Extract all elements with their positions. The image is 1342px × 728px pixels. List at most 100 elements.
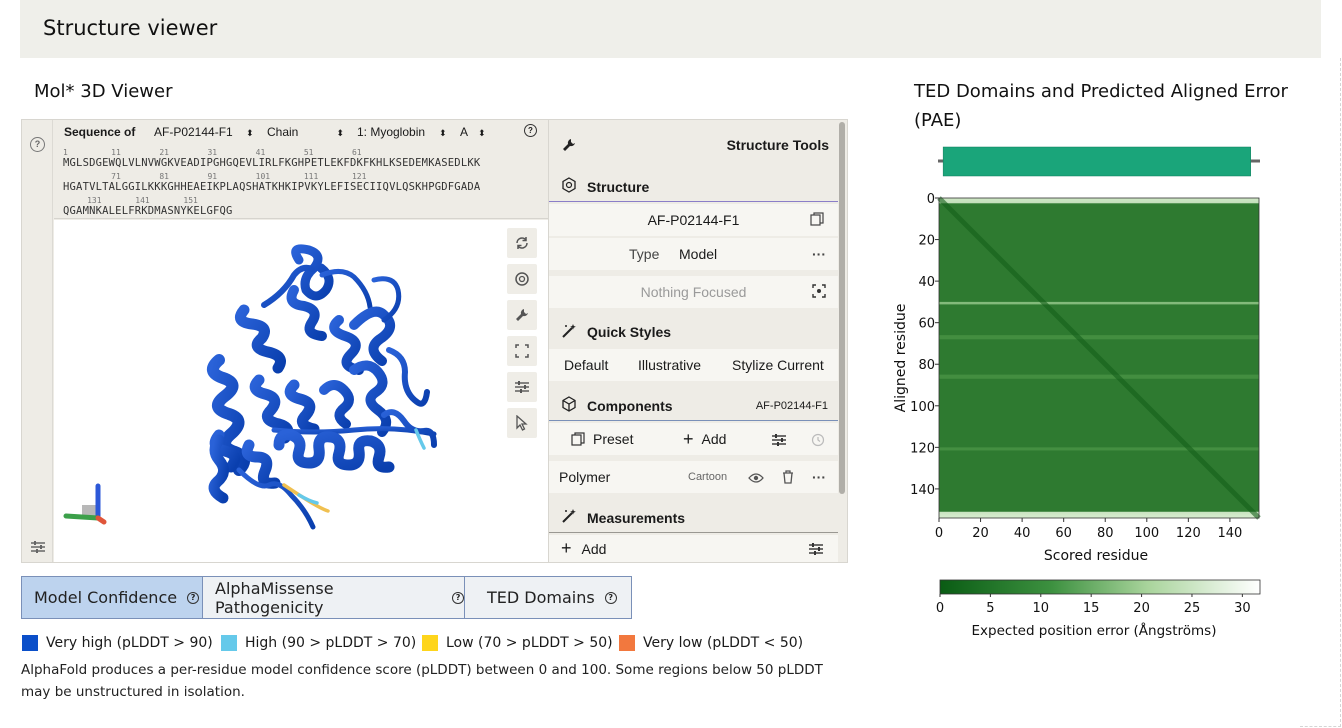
history-icon[interactable]	[811, 433, 825, 450]
reset-camera-icon[interactable]	[507, 228, 537, 258]
ted-domain-track[interactable]	[938, 146, 1260, 177]
preset-button[interactable]: Preset	[571, 431, 633, 447]
heatmap-diagonal	[937, 196, 1261, 520]
settings-sliders-icon[interactable]	[771, 433, 787, 450]
sequence-text[interactable]: MGLSDGEWQLVLNVWGKVEADIPGHGQEVLIRLFKGHPET…	[63, 157, 481, 169]
screenshot-icon[interactable]	[507, 264, 537, 294]
model-confidence-description: AlphaFold produces a per-residue model c…	[21, 662, 823, 700]
y-tick-label: 0	[927, 192, 935, 207]
quick-styles-header[interactable]: Quick Styles	[549, 317, 838, 347]
pae-section-title: TED Domains and Predicted Aligned Error	[914, 81, 1288, 102]
y-tick-label: 100	[910, 400, 935, 415]
tab-alphamissense[interactable]: AlphaMissense Pathogenicity?	[203, 576, 465, 619]
help-icon[interactable]: ?	[187, 591, 200, 604]
wrench-icon[interactable]	[507, 300, 537, 330]
page-title: Structure viewer	[43, 16, 218, 40]
components-title: Components	[587, 397, 673, 414]
preset-label: Preset	[593, 431, 634, 447]
heatmap-streak	[939, 198, 1259, 204]
structure-entry-row[interactable]: AF-P02144-F1	[549, 204, 838, 236]
sequence-mode-select[interactable]: Chain ⬍	[267, 125, 344, 139]
controls-toggle-icon[interactable]	[30, 540, 46, 559]
heatmap-streak	[939, 335, 1259, 340]
more-options-icon[interactable]: ···	[812, 246, 826, 262]
legend-swatch	[619, 635, 635, 651]
chevron-updown-icon: ⬍	[478, 128, 486, 138]
pae-heatmap[interactable]	[937, 196, 1261, 520]
help-icon[interactable]: ?	[452, 591, 464, 604]
3d-canvas[interactable]	[54, 220, 548, 562]
polymer-row[interactable]: Polymer Cartoon ···	[549, 461, 838, 493]
focus-row[interactable]: Nothing Focused	[549, 276, 838, 308]
x-axis-label: Scored residue	[1044, 548, 1148, 564]
quick-style-illustrative-button[interactable]: Illustrative	[638, 357, 702, 373]
eye-icon[interactable]	[748, 471, 764, 487]
quick-style-stylize-button[interactable]: Stylize Current	[732, 357, 824, 373]
heatmap-frame	[938, 197, 1260, 519]
add-measurement-button[interactable]: + Add	[561, 538, 606, 559]
sequence-text[interactable]: HGATVLTALGGILKKKGHHEAEIKPLAQSHATKHKIPVKY…	[63, 181, 481, 193]
sequence-chain-select[interactable]: A ⬍	[460, 125, 486, 139]
polymer-label: Polymer	[559, 469, 611, 485]
structure-entry-name: AF-P02144-F1	[647, 212, 740, 228]
sequence-panel: Sequence of AF-P02144-F1 ⬍ Chain ⬍ 1: Myo…	[54, 120, 577, 220]
sequence-numbers: 131 141 151	[63, 196, 198, 205]
x-tick-label: 140	[1217, 526, 1242, 541]
settings-sliders-icon[interactable]	[808, 542, 824, 559]
legend-item: High (90 > pLDDT > 70)	[221, 635, 416, 651]
copy-icon[interactable]	[810, 211, 824, 229]
tab-ted-domains[interactable]: TED Domains?	[465, 576, 632, 619]
sequence-help-icon[interactable]: ?	[524, 124, 537, 137]
focus-target-icon[interactable]	[812, 283, 826, 301]
page-header: Structure viewer	[20, 0, 1321, 58]
protein-structure-render	[63, 244, 437, 530]
magic-wand-icon	[561, 323, 577, 342]
y-tick-label: 140	[910, 483, 935, 498]
focus-text: Nothing Focused	[640, 284, 747, 300]
wrench-icon	[561, 137, 577, 156]
measurements-title: Measurements	[587, 509, 686, 526]
components-header[interactable]: Components AF-P02144-F1	[549, 391, 838, 421]
y-tick-label: 120	[910, 441, 935, 456]
sequence-entry-value: AF-P02144-F1	[154, 125, 233, 139]
x-tick-label: 80	[1097, 526, 1114, 541]
molstar-viewer[interactable]: ? Sequence of AF-P02144-F1 ⬍ Chain ⬍ 1: M…	[21, 119, 848, 563]
legend-item: Low (70 > pLDDT > 50)	[422, 635, 613, 651]
heatmap-streak	[939, 301, 1259, 305]
legend-swatch	[221, 635, 237, 651]
viewer-help-icon[interactable]: ?	[30, 137, 45, 152]
polymer-representation[interactable]: Cartoon	[688, 471, 728, 483]
sequence-lines[interactable]: 1 11 21 31 41 51 61 MGLSDGEWQLVLNVWGKVEA…	[63, 148, 480, 220]
selection-cursor-icon[interactable]	[507, 408, 537, 438]
sequence-header: Sequence of AF-P02144-F1 ⬍ Chain ⬍ 1: Myo…	[54, 120, 548, 144]
chevron-updown-icon: ⬍	[246, 128, 254, 138]
sequence-entry-select[interactable]: AF-P02144-F1 ⬍	[154, 125, 254, 139]
settings-sliders-icon[interactable]	[507, 372, 537, 402]
trash-icon[interactable]	[782, 470, 794, 487]
x-tick-label: 0	[935, 526, 943, 541]
magic-wand-icon	[561, 508, 577, 527]
ted-domain-bar	[942, 146, 1251, 177]
structure-section-header[interactable]: Structure	[549, 172, 838, 202]
sequence-entity-value: 1: Myoglobin	[357, 125, 426, 139]
viewer-section-title: Mol* 3D Viewer	[34, 81, 173, 102]
more-options-icon[interactable]: ···	[812, 469, 826, 485]
help-icon[interactable]: ?	[604, 591, 617, 604]
colorbar-tick-label: 30	[1234, 601, 1251, 616]
quick-style-default-button[interactable]: Default	[564, 357, 609, 373]
tab-label: AlphaMissense Pathogenicity	[215, 578, 334, 617]
tools-scrollbar[interactable]	[839, 122, 845, 494]
sequence-entity-select[interactable]: 1: Myoglobin ⬍	[357, 125, 447, 139]
add-component-button[interactable]: + Add	[683, 429, 726, 450]
measurements-add-label: Add	[581, 540, 607, 557]
fullscreen-icon[interactable]	[507, 336, 537, 366]
sequence-text[interactable]: QGAMNKALELFRKDMASNYKELGFQG	[63, 205, 233, 217]
structure-type-row[interactable]: Type Model ···	[549, 238, 838, 270]
tab-model-confidence[interactable]: Model Confidence?	[21, 576, 203, 619]
measurements-header[interactable]: Measurements	[549, 503, 838, 533]
legend-label: Low (70 > pLDDT > 50)	[446, 635, 613, 651]
viewer-left-strip: ?	[22, 120, 53, 562]
section-outline	[1300, 58, 1341, 727]
axes-gizmo	[63, 483, 107, 525]
